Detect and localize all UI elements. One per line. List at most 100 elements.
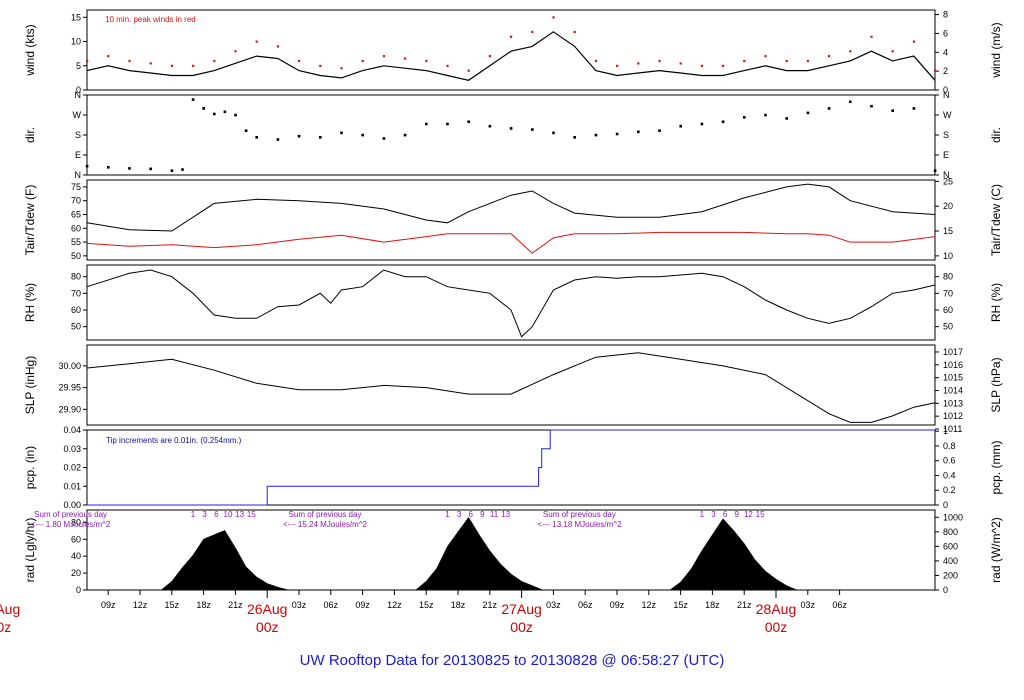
dir-left-tick: E [75,150,81,160]
direction-point [658,129,661,132]
wind-peak-point [213,59,216,63]
direction-point [191,98,195,101]
date-label-day: 27Aug [501,601,541,617]
slp-panel-frame [86,344,936,426]
temp-right-tick: 15 [943,226,953,236]
direction-point [213,112,216,116]
dir-left-tick: N [75,170,82,180]
wind-peak-point [361,59,364,63]
wind-speed-series [86,31,936,81]
slp-left-label: SLP (inHg) [23,356,37,414]
slp-right-tick: 1014 [943,385,963,395]
direction-point [891,109,894,112]
direction-point [785,117,788,120]
wind-direction-series [85,98,937,172]
dir-right-label: dir. [989,127,1003,143]
slp-right-tick: 1015 [943,373,963,383]
rad-hour-label: 9 [735,510,740,519]
slp-series [86,352,936,423]
pcp-right-tick: 0.8 [943,441,956,451]
direction-point [319,136,322,139]
wind-peak-point [488,55,491,58]
rh-panel-frame [86,264,936,341]
x-tick-label: 12z [387,600,402,610]
direction-point [276,138,280,141]
x-tick-label: 06z [324,600,339,610]
wind-peak-point [764,55,767,58]
rad-hour-label: 1 [445,510,450,519]
rad-hour-label: 6 [723,510,728,519]
slp-left-tick: 30.00 [58,361,81,371]
temp-left-tick: 60 [71,223,81,233]
rh-left-tick: 60 [71,305,81,315]
wind-peak-point [404,57,407,60]
direction-point [107,166,110,169]
x-tick-label: 21z [483,600,498,610]
rad-hour-label: 13 [501,510,510,519]
dir-right-tick: W [943,110,952,120]
wind-peak-point [828,55,831,58]
direction-point [244,129,248,132]
pcp-right-tick: 1 [943,426,948,436]
wind-peak-point [192,64,195,67]
direction-point [531,128,534,131]
x-tick-label: 09z [355,600,370,610]
direction-point [912,107,916,110]
rad-right-tick: 400 [943,556,958,566]
wind-left-label: wind (kts) [23,24,37,76]
temp-left-label: Tair/Tdew (F) [23,185,37,256]
wind-peak-point [679,62,682,65]
date-label-time: 00z [256,619,279,635]
dir-left-tick: W [73,110,82,120]
wind-peak-point [658,59,661,63]
slp-right-tick: 1012 [943,411,963,421]
rh-left-tick: 70 [71,288,81,298]
dir-right-tick: N [943,170,950,180]
tdew-series [86,231,936,254]
slp-left-tick: 29.95 [58,383,81,393]
direction-point [297,134,301,138]
pcp-left-tick: 0.01 [63,481,81,491]
wind-peak-point [531,30,534,34]
wind-peak-point [616,64,619,67]
pcp-right-tick: 0.6 [943,456,956,466]
direction-point [340,131,343,135]
x-tick-label: 09z [610,600,625,610]
chart-title: UW Rooftop Data for 20130825 to 20130828… [300,652,725,669]
wind-peak-point [594,59,597,63]
rh-right-tick: 80 [943,272,953,282]
wind-peak-point [785,59,788,63]
dir-left-tick: N [75,90,82,100]
dir-right-tick: E [943,150,949,160]
wind-peak-point [573,30,576,34]
x-tick-label: 09z [101,600,116,610]
rad-hour-label: 9 [480,510,485,519]
x-tick-label: 12z [642,600,657,610]
temp-left-tick: 75 [71,182,81,192]
wind-peak-point [743,59,746,63]
wind-left-tick: 15 [71,12,81,22]
x-tick-label: 18z [705,600,720,610]
rad-left-tick: 0 [76,585,81,595]
wind-peak-point [276,45,279,48]
wind-panel-frame [86,9,936,91]
wind-peak-point [849,50,852,53]
wind-peak-point [382,55,385,58]
dir-left-label: dir. [23,127,37,143]
direction-point [764,113,767,117]
date-label-day: 28Aug [756,601,796,617]
pcp-left-tick: 0.04 [63,425,81,435]
tair-series [86,183,936,232]
rad-hour-label: 10 [224,510,233,519]
wind-right-label: wind (m/s) [989,22,1003,78]
x-tick-label: 18z [451,600,466,610]
temp-left-tick: 65 [71,209,81,219]
pcp-left-tick: 0.02 [63,463,81,473]
x-tick-label: 03z [292,600,307,610]
slp-right-tick: 1016 [943,360,963,370]
direction-point [467,120,470,124]
wind-peak-point [806,59,809,63]
wind-peak-point [425,59,428,63]
pcp-left-tick: 0.03 [63,444,81,454]
rh-right-tick: 50 [943,322,953,332]
